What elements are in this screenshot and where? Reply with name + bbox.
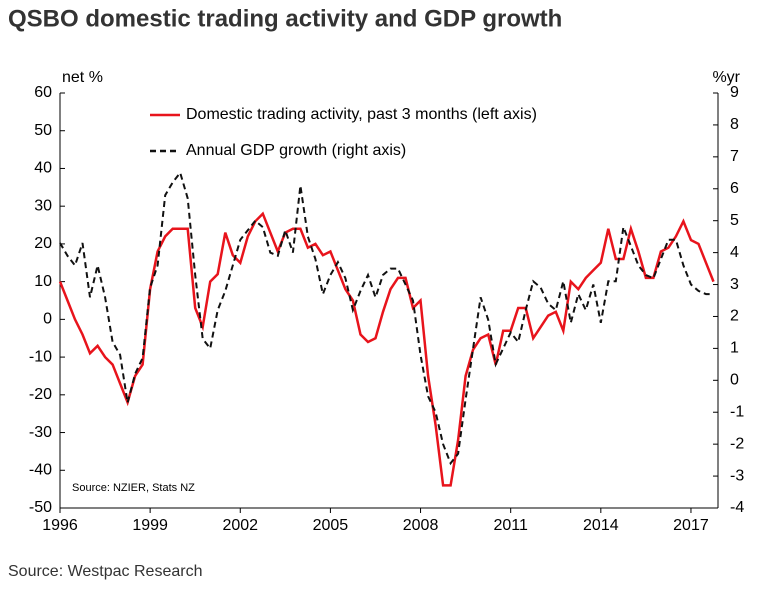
legend-label: Domestic trading activity, past 3 months… xyxy=(186,106,537,123)
y2-tick-label: 6 xyxy=(730,180,739,197)
chart-title: QSBO domestic trading activity and GDP g… xyxy=(8,5,562,32)
y-tick-label: -20 xyxy=(29,386,52,403)
y-tick-label: -50 xyxy=(29,499,52,516)
annotation: Source: NZIER, Stats NZ xyxy=(72,482,195,494)
y2-tick-label: -3 xyxy=(730,467,744,484)
x-tick-label: 2008 xyxy=(403,517,439,534)
y2-axis-label: %yr xyxy=(712,69,740,86)
y2-tick-label: 7 xyxy=(730,148,739,165)
y-tick-label: 0 xyxy=(43,311,52,328)
y2-tick-label: -4 xyxy=(730,499,744,516)
y-tick-label: -40 xyxy=(29,461,52,478)
x-tick-label: 2005 xyxy=(313,517,349,534)
y2-tick-label: 3 xyxy=(730,276,739,293)
y2-tick-label: 2 xyxy=(730,308,739,325)
y-tick-label: 50 xyxy=(34,122,52,139)
x-tick-label: 2017 xyxy=(673,517,709,534)
x-tick-label: 2014 xyxy=(583,517,619,534)
y-tick-label: 60 xyxy=(34,84,52,101)
footer: Source: Westpac Research xyxy=(8,563,202,580)
legend-label: Annual GDP growth (right axis) xyxy=(186,142,406,159)
y-axis-label: net % xyxy=(62,69,103,86)
x-tick-label: 1996 xyxy=(42,517,78,534)
y2-tick-label: 8 xyxy=(730,116,739,133)
y2-tick-label: -2 xyxy=(730,435,744,452)
y-tick-label: 10 xyxy=(34,273,52,290)
y-tick-label: -30 xyxy=(29,424,52,441)
series-line xyxy=(59,170,714,466)
series-line xyxy=(58,211,715,487)
y-tick-label: 20 xyxy=(34,235,52,252)
y2-tick-label: 5 xyxy=(730,212,739,229)
y-tick-label: -10 xyxy=(29,348,52,365)
y2-tick-label: 0 xyxy=(730,372,739,389)
y2-tick-label: 4 xyxy=(730,244,739,261)
y2-tick-label: 1 xyxy=(730,340,739,357)
y2-tick-label: -1 xyxy=(730,403,744,420)
x-tick-label: 2002 xyxy=(222,517,258,534)
y2-tick-label: 9 xyxy=(730,84,739,101)
y-tick-label: 30 xyxy=(34,197,52,214)
x-tick-label: 1999 xyxy=(132,517,168,534)
y-tick-label: 40 xyxy=(34,160,52,177)
x-tick-label: 2011 xyxy=(493,517,528,534)
